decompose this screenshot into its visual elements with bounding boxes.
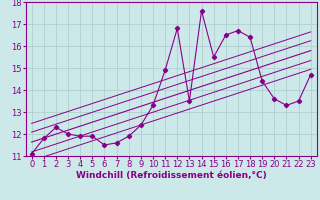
X-axis label: Windchill (Refroidissement éolien,°C): Windchill (Refroidissement éolien,°C): [76, 171, 267, 180]
